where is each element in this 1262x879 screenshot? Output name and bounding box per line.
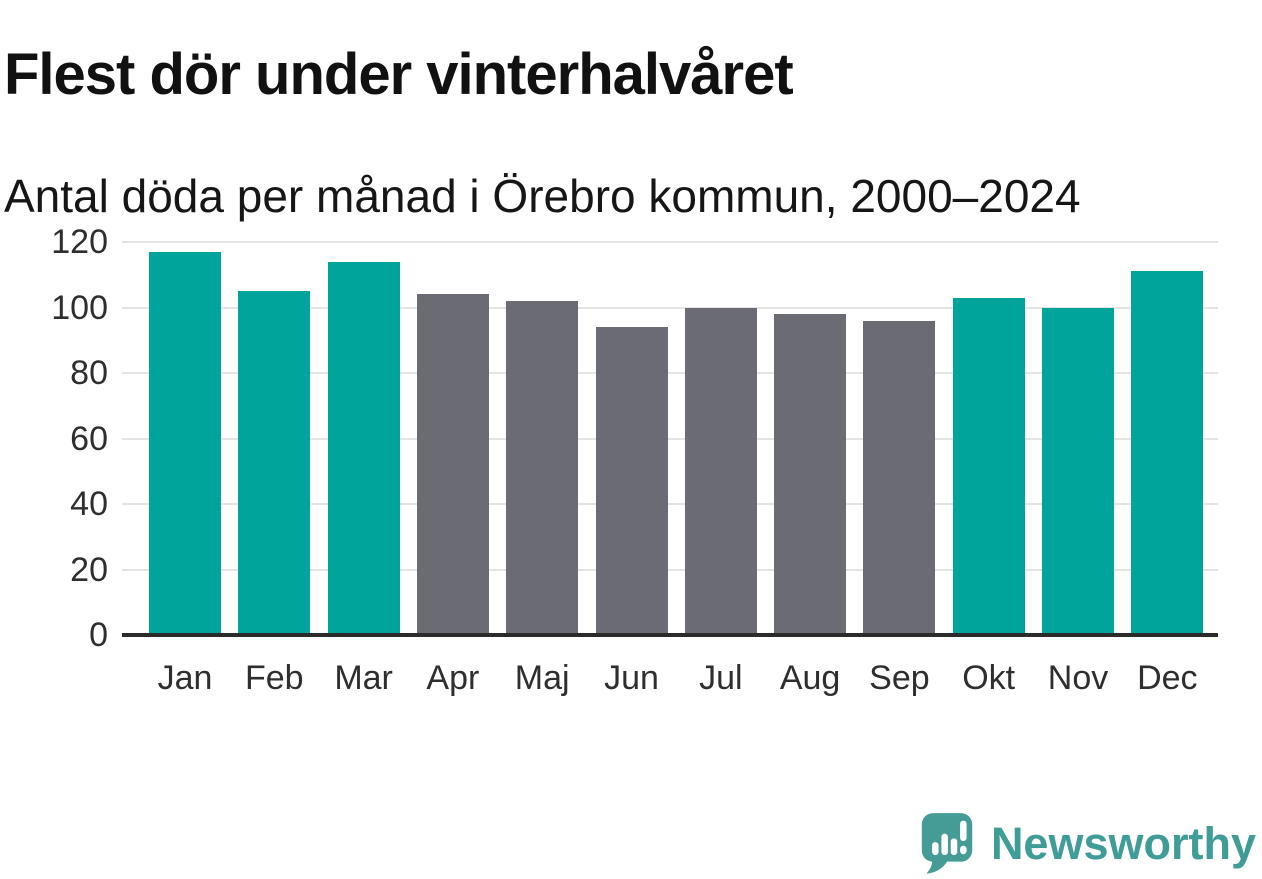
x-tick-label-mar: Mar <box>334 659 393 697</box>
x-axis-line <box>122 633 1218 637</box>
y-tick-label-60: 60 <box>70 419 108 458</box>
x-tick-label-apr: Apr <box>426 659 480 697</box>
x-axis: Jan Feb Mar Apr Maj Jun Jul Aug Sep Okt Nov Dec <box>122 658 1218 704</box>
y-tick-label-20: 20 <box>70 550 108 589</box>
bar-okt <box>952 297 1025 635</box>
bar-sep <box>863 320 936 635</box>
bar-maj <box>506 300 579 635</box>
x-tick-label-jul: Jul <box>699 659 743 697</box>
y-tick-label-0: 0 <box>89 616 108 654</box>
x-tick-label-jan: Jan <box>157 659 213 697</box>
plot-area <box>122 241 1218 637</box>
bar-nov <box>1042 307 1114 635</box>
gridline-40 <box>122 503 1218 506</box>
bar-mar <box>327 261 400 635</box>
y-tick-label-120: 120 <box>51 223 108 261</box>
x-tick-label-maj: Maj <box>514 659 570 697</box>
gridline-100 <box>122 306 1218 309</box>
x-tick-label-dec: Dec <box>1137 659 1198 697</box>
y-tick-label-40: 40 <box>70 485 108 524</box>
newsworthy-logo-icon <box>921 813 973 874</box>
gridline-80 <box>122 372 1218 375</box>
bar-feb <box>238 291 311 635</box>
bar-apr <box>416 294 489 635</box>
bar-jun <box>595 327 668 635</box>
x-tick-label-nov: Nov <box>1047 659 1109 697</box>
gridline-120 <box>122 241 1218 243</box>
gridline-60 <box>122 437 1218 440</box>
y-axis: 0 20 40 60 80 100 120 <box>0 225 108 652</box>
bar-dec <box>1131 271 1204 635</box>
bar-jan <box>149 251 221 635</box>
y-tick-label-100: 100 <box>51 288 108 327</box>
x-tick-label-aug: Aug <box>779 659 841 697</box>
x-tick-label-jun: Jun <box>604 659 659 697</box>
gridline-20 <box>122 568 1218 571</box>
x-tick-label-feb: Feb <box>245 659 304 697</box>
brand-footer: Newsworthy <box>919 811 1256 875</box>
y-tick-label-80: 80 <box>70 354 108 393</box>
chart-subtitle: Antal döda per månad i Örebro kommun, 20… <box>4 170 1081 223</box>
x-tick-label-sep: Sep <box>869 659 930 697</box>
bar-jul <box>684 307 757 635</box>
chart-title: Flest dör under vinterhalvåret <box>4 41 794 107</box>
brand-name: Newsworthy <box>990 817 1256 869</box>
bar-aug <box>774 314 847 635</box>
x-tick-label-okt: Okt <box>962 659 1016 697</box>
